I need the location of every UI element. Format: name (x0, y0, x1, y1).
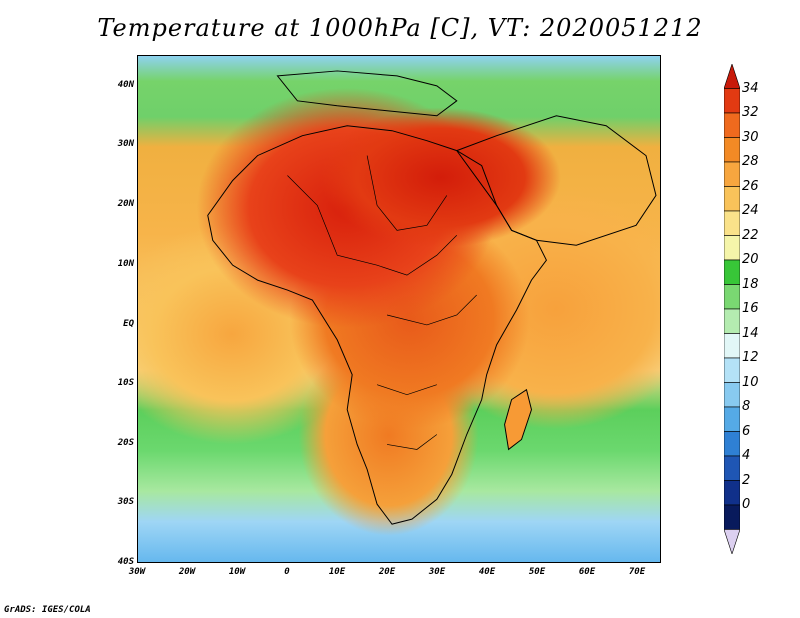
colorbar-swatch (724, 431, 740, 457)
colorbar-swatch (724, 406, 740, 432)
colorbar-label: 20 (742, 252, 759, 267)
colorbar-swatch (724, 504, 740, 530)
lat-label-10n: 10N (117, 259, 134, 269)
colorbar-label: 6 (742, 423, 751, 439)
colorbar-swatch (724, 382, 740, 408)
border-lines (376, 384, 437, 396)
lat-label-40n: 40N (117, 80, 134, 90)
colorbar-swatch (724, 235, 740, 261)
colorbar-swatch (724, 210, 740, 236)
colorbar-label: 34 (742, 80, 759, 96)
colorbar-swatch (724, 480, 740, 506)
colorbar-label: 16 (742, 301, 759, 316)
lat-label-10s: 10S (117, 378, 134, 388)
colorbar-label: 0 (742, 497, 751, 512)
lat-label-eq: EQ (123, 319, 134, 329)
colorbar-swatch (724, 137, 740, 163)
madagascar-outline (504, 388, 532, 451)
lon-label-30e: 30E (428, 567, 446, 577)
lon-label-10e: 10E (328, 567, 346, 577)
colorbar-swatch (724, 357, 740, 383)
chart-title: Temperature at 1000hPa [C], VT: 20200512… (97, 14, 703, 42)
lat-label-20s: 20S (117, 438, 134, 448)
lon-label-40e: 40E (478, 567, 496, 577)
border-lines (366, 155, 448, 231)
colorbar-label: 2 (742, 472, 751, 488)
colorbar-label: 26 (742, 178, 759, 194)
colorbar-label: 22 (742, 227, 759, 243)
lon-label-60e: 60E (578, 567, 596, 577)
colorbar-label: 10 (742, 374, 759, 390)
colorbar-bottom-arrow (724, 529, 740, 554)
colorbar-swatch (724, 455, 740, 481)
colorbar-label: 32 (742, 105, 759, 120)
colorbar-top-arrow (724, 64, 740, 89)
colorbar-swatch (724, 88, 740, 114)
border-lines (386, 434, 438, 450)
border-lines (287, 175, 458, 276)
lon-label-20e: 20E (378, 567, 396, 577)
colorbar-swatch (724, 161, 740, 187)
colorbar-swatch (724, 112, 740, 138)
colorbar-label: 8 (742, 399, 751, 414)
colorbar-label: 14 (742, 325, 759, 341)
colorbar-label: 24 (742, 203, 759, 218)
lon-label-0: 0 (284, 567, 290, 577)
colorbar-swatch (724, 186, 740, 212)
lon-label-30w: 30W (128, 567, 146, 577)
lon-label-10w: 10W (228, 567, 246, 577)
colorbar-label: 4 (742, 448, 751, 463)
mediterranean-outline (276, 70, 458, 117)
lon-label-50e: 50E (528, 567, 546, 577)
colorbar-swatch (724, 259, 740, 285)
africa-outline (207, 125, 548, 525)
colorbar-label: 28 (742, 154, 759, 169)
colorbar-label: 18 (742, 276, 759, 292)
colorbar-swatch (724, 308, 740, 334)
lat-label-30s: 30S (117, 497, 134, 507)
temperature-map (137, 55, 661, 563)
lat-label-40s: 40S (117, 557, 134, 567)
colorbar-swatch (724, 333, 740, 359)
arabia-outline (455, 115, 657, 246)
colorbar-label: 12 (742, 350, 759, 365)
colorbar-swatch (724, 284, 740, 310)
border-lines (386, 294, 477, 326)
lat-label-20n: 20N (117, 199, 134, 209)
colorbar (724, 64, 740, 554)
footer-credit: GrADS: IGES/COLA (4, 605, 91, 615)
lon-label-20w: 20W (178, 567, 196, 577)
lat-label-30n: 30N (117, 139, 134, 149)
lon-label-70e: 70E (628, 567, 646, 577)
colorbar-label: 30 (742, 129, 759, 145)
africa-coastline (207, 70, 657, 525)
